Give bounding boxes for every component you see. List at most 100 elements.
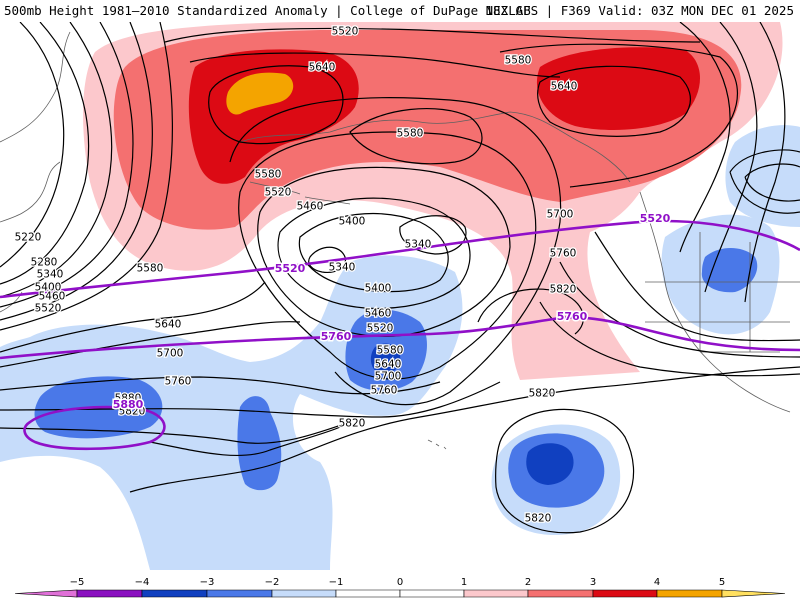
contour-label: 5400 — [35, 282, 62, 294]
colorbar-segment — [463, 589, 529, 598]
anomaly-map: 5520564055805640558055805520546054005340… — [0, 22, 800, 570]
product-title: 500mb Height 1981–2010 Standardized Anom… — [4, 3, 531, 18]
positive-anomaly-region-3-west — [188, 49, 359, 184]
contour-label: 5340 — [405, 239, 432, 251]
contour-label: 5820 — [550, 284, 577, 296]
contour-line — [744, 22, 786, 303]
contour-label: 5340 — [37, 269, 64, 281]
north-america-west-coast — [639, 191, 791, 413]
contour-line — [477, 288, 584, 335]
contour-label: 5520 — [265, 187, 292, 199]
contour-line — [0, 376, 441, 395]
contour-line — [399, 215, 467, 255]
colorbar-tick-label: 3 — [590, 577, 596, 588]
colorbar-segment — [14, 589, 78, 598]
colorbar-segment — [527, 589, 594, 598]
contour-line — [208, 65, 344, 145]
contour-line — [0, 421, 351, 444]
contour-label: 5820 — [529, 388, 556, 400]
colorbar-tick-label: 5 — [719, 577, 725, 588]
contour-label: 5760 — [165, 376, 192, 388]
contour-label: 5520 — [332, 26, 359, 38]
contour-label: 5220 — [15, 232, 42, 244]
highlight-contour-label: 5520 — [640, 212, 671, 225]
contour-line — [277, 197, 471, 309]
contour-label: 5340 — [329, 262, 356, 274]
contour-label: 5820 — [119, 406, 146, 418]
height-contours — [0, 22, 800, 534]
colorbar-segment — [399, 589, 465, 598]
contour-line — [0, 22, 173, 331]
contour-line — [229, 97, 562, 406]
contour-line — [298, 213, 449, 293]
contour-label: 5580 — [255, 169, 282, 181]
highlight-contour-5520 — [0, 219, 800, 299]
contour-line — [349, 108, 483, 165]
colorbar: −5 −4 −3 −2 −1 0 1 2 3 4 5 — [0, 570, 800, 600]
colorbar-tick-label: −2 — [265, 577, 280, 588]
contour-label: 5580 — [137, 263, 164, 275]
highlight-contour-5760 — [0, 316, 800, 360]
colorbar-segment — [206, 589, 273, 598]
colorbar-ticks: −5 −4 −3 −2 −1 0 1 2 3 4 5 — [70, 577, 726, 588]
highlight-contour-label: 5760 — [557, 310, 588, 323]
contour-label: 5280 — [31, 257, 58, 269]
colorbar-segment — [592, 589, 658, 598]
contour-label: 5520 — [367, 323, 394, 335]
contour-label: 5400 — [339, 216, 366, 228]
colorbar-tick-label: 1 — [461, 577, 467, 588]
contour-line — [149, 426, 341, 457]
contour-line — [189, 52, 561, 78]
contour-line — [0, 381, 501, 418]
contour-label: 5820 — [339, 418, 366, 430]
contour-line — [559, 261, 800, 358]
contour-line — [594, 231, 800, 342]
contour-line — [499, 43, 738, 188]
colorbar-tick-label: −3 — [200, 577, 215, 588]
negative-anomaly-region-1-pacific — [0, 255, 463, 570]
negative-anomaly-region-3-south — [526, 443, 574, 485]
contour-label: 5520 — [35, 303, 62, 315]
colorbar-tick-label: −5 — [70, 577, 85, 588]
contour-line — [0, 22, 113, 298]
negative-anomaly-region-3-center — [370, 343, 401, 375]
negative-anomaly-region-1-north — [725, 125, 800, 227]
contour-line — [0, 22, 90, 285]
contour-label: 5460 — [297, 201, 324, 213]
contour-line — [729, 149, 800, 214]
contour-label: 5580 — [377, 345, 404, 357]
colorbar-segment — [656, 589, 723, 598]
colorbar-segments — [14, 589, 786, 598]
us-state-borders — [645, 232, 800, 353]
contour-line — [495, 408, 635, 534]
contour-line — [308, 246, 347, 273]
contour-line — [129, 366, 800, 493]
hawaii-islands — [427, 439, 447, 450]
contour-label: 5700 — [375, 371, 402, 383]
contour-label: 5760 — [550, 248, 577, 260]
highlight-contour-label: 5760 — [321, 330, 352, 343]
contour-label: 5640 — [375, 359, 402, 371]
colorbar-tick-label: 2 — [525, 577, 531, 588]
contour-label: 5700 — [547, 209, 574, 221]
contour-label: 5640 — [309, 62, 336, 74]
positive-anomaly-region-4 — [226, 72, 294, 115]
contour-label: 5460 — [39, 291, 66, 303]
highlight-contours — [0, 219, 800, 451]
colorbar-segment — [76, 589, 143, 598]
contour-line — [164, 27, 701, 43]
colorbar-segment — [271, 589, 337, 598]
model-valid-time: 18Z GFS | F369 Valid: 03Z MON DEC 01 202… — [485, 3, 794, 18]
coastlines — [0, 31, 800, 450]
colorbar-tick-label: −1 — [329, 577, 344, 588]
contour-label: 5460 — [365, 308, 392, 320]
colorbar-segment — [335, 589, 401, 598]
contour-label: 5880 — [115, 393, 142, 405]
colorbar-tick-label: 0 — [397, 577, 403, 588]
positive-anomaly-region-3-east — [536, 47, 700, 130]
contour-line — [0, 321, 301, 368]
contour-line — [0, 22, 65, 268]
alaska-coastline — [239, 111, 631, 183]
contour-line — [0, 22, 134, 308]
